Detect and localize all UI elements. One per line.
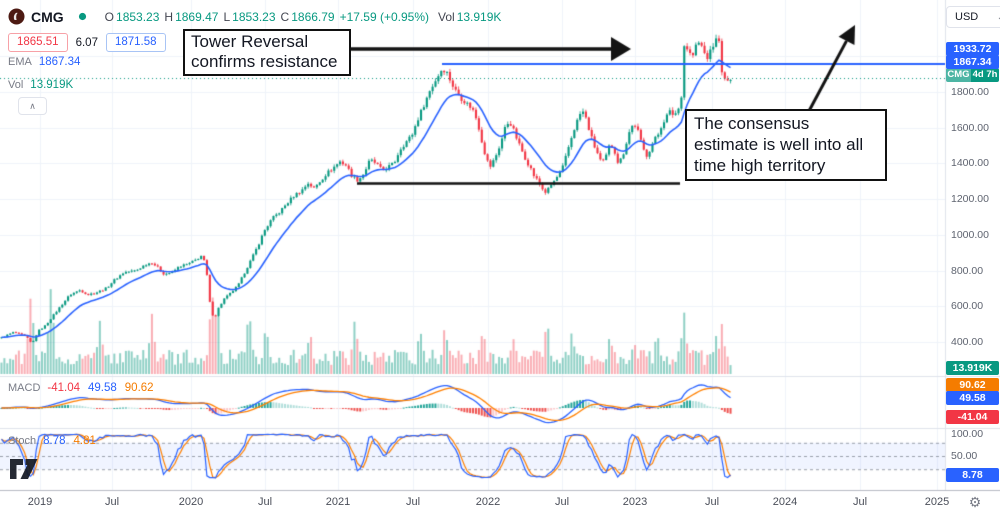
- symbol-name[interactable]: CMG: [31, 8, 64, 25]
- time-axis-label: 2021: [325, 496, 351, 508]
- time-axis-label: 2025: [924, 496, 950, 508]
- price-axis-badge: 1933.72: [946, 42, 999, 56]
- macd-line-value: 49.58: [88, 382, 117, 394]
- price-axis-badge: 90.62: [946, 378, 999, 392]
- time-axis-label: 2023: [622, 496, 648, 508]
- price-axis-label: 1000.00: [951, 228, 989, 241]
- gear-icon: ⚙: [968, 493, 982, 510]
- price-axis-label: 400.00: [951, 336, 984, 348]
- ema-legend: EMA 1867.34: [8, 56, 88, 68]
- annotation-consensus-text: The consensus estimate is well into all …: [694, 114, 864, 175]
- time-axis-label: 2019: [27, 496, 53, 508]
- price-axis-label: 1800.00: [951, 86, 989, 98]
- time-axis-label: Jul: [704, 496, 720, 508]
- price-axis-badge: 49.58: [946, 391, 999, 405]
- ema-label: EMA: [8, 56, 32, 68]
- change-value: +17.59 (+0.95%): [339, 9, 430, 24]
- annotation-tower-line1: Tower Reversal: [191, 32, 309, 51]
- cmg-logo-icon: [8, 8, 25, 25]
- currency-selector[interactable]: USD ⌄: [946, 6, 1000, 28]
- high-value: 1869.47: [175, 9, 219, 24]
- symbol-header: CMG O 1853.23 H 1869.47 L 1853.23 C 1866.79 …: [8, 8, 501, 25]
- close-label: C: [280, 9, 290, 24]
- open-label: O: [104, 9, 115, 24]
- macd-signal-value: 90.62: [124, 382, 154, 394]
- macd-legend: MACD -41.04 49.58 90.62: [8, 382, 162, 394]
- collapse-pane-button[interactable]: ∧: [18, 97, 47, 115]
- macd-hist-value: -41.04: [47, 382, 80, 394]
- stoch-axis-label: 100.00: [951, 428, 984, 440]
- annotation-tower-reversal[interactable]: Tower Reversal confirms resistance: [183, 29, 351, 76]
- volume-legend-label: Vol: [8, 79, 24, 91]
- price-axis-label: 1600.00: [951, 121, 989, 134]
- ohlc-readout: O 1853.23 H 1869.47 L 1853.23 C 1866.79 +17.…: [105, 10, 502, 24]
- volume-legend-value: 13.919K: [30, 79, 74, 91]
- stoch-k-value: 8.78: [43, 435, 66, 447]
- price-axis-badge: 1867.34: [946, 55, 999, 69]
- close-value: 1866.79: [291, 9, 335, 24]
- time-axis-label: Jul: [104, 496, 120, 508]
- price-axis-label: 1400.00: [951, 157, 989, 170]
- price-axis-badge: 8.78: [946, 468, 999, 482]
- bar-countdown-badge: CMG 4d 7h: [946, 68, 999, 82]
- open-value: 1853.23: [116, 9, 160, 24]
- volume-legend: Vol 13.919K: [8, 79, 81, 91]
- price-axis-label: 1200.00: [951, 193, 989, 206]
- volume-label: Vol: [438, 9, 455, 24]
- macd-label: MACD: [8, 382, 41, 394]
- stoch-axis-label: 50.00: [951, 450, 978, 462]
- time-axis-label: 2022: [475, 496, 501, 508]
- spread-value: 6.07: [75, 36, 98, 49]
- price-axis-label: 600.00: [951, 300, 984, 313]
- time-axis-label: 2024: [772, 496, 798, 508]
- countdown-time: 4d 7h: [971, 68, 999, 82]
- ema-value: 1867.34: [38, 56, 81, 68]
- time-axis-label: 2020: [178, 496, 204, 508]
- currency-label: USD: [955, 11, 979, 23]
- low-label: L: [223, 9, 231, 24]
- chevron-up-icon: ∧: [29, 100, 36, 111]
- price-axis-badge: 13.919K: [946, 361, 999, 375]
- time-axis-label: Jul: [405, 496, 421, 508]
- annotation-tower-line2: confirms resistance: [191, 52, 338, 71]
- buy-button[interactable]: 1871.58: [105, 33, 166, 52]
- tradingview-logo-icon: [10, 459, 38, 479]
- time-axis-label: Jul: [852, 496, 868, 508]
- chevron-down-icon: ⌄: [997, 12, 1000, 23]
- price-axis-badge: -41.04: [946, 410, 999, 424]
- price-axis-label: 800.00: [951, 264, 984, 277]
- trade-buttons-row: 1865.51 6.07 1871.58: [8, 33, 166, 52]
- sell-button[interactable]: 1865.51: [8, 33, 68, 52]
- stoch-label: Stoch: [8, 435, 37, 447]
- stoch-d-value: 4.81: [73, 435, 96, 447]
- time-axis-label: Jul: [554, 496, 570, 508]
- high-label: H: [164, 9, 174, 24]
- countdown-symbol: CMG: [946, 68, 971, 82]
- volume-value: 13.919K: [456, 9, 502, 24]
- axis-settings-button[interactable]: ⚙: [964, 492, 986, 512]
- time-axis-label: Jul: [257, 496, 273, 508]
- annotation-consensus[interactable]: The consensus estimate is well into all …: [685, 109, 887, 181]
- low-value: 1853.23: [232, 9, 276, 24]
- stoch-legend: Stoch 8.78 4.81: [8, 435, 104, 447]
- market-status-dot-icon: [78, 12, 86, 21]
